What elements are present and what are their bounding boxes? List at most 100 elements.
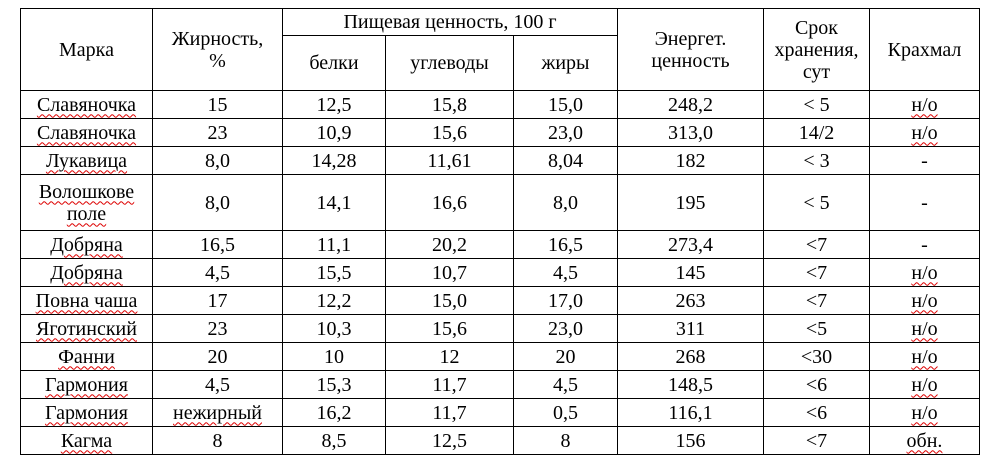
table-cell: 313,0 (617, 118, 764, 147)
cell-text: 15,8 (432, 93, 467, 116)
cell-text: Славяночка (36, 93, 137, 116)
cell-text: 268 (675, 345, 706, 368)
table-cell: 11,61 (385, 146, 514, 175)
cell-text: - (921, 149, 928, 172)
table-cell: 268 (617, 342, 764, 371)
cell-text: 11,1 (316, 233, 352, 256)
cell-text: Добряна (50, 233, 123, 256)
table-row: Славяночка 15 12,5 15,8 15,0 248,2 < 5 н/о (20, 90, 980, 119)
cell-text: 10 (324, 345, 344, 368)
table-row: Кагма 8 8,5 12,5 8 156 <7 обн. (20, 426, 980, 455)
table-cell: 15,3 (282, 370, 386, 399)
cell-text: 15,0 (548, 93, 583, 116)
table-cell: нежирный (152, 398, 283, 427)
cell-text: 8 (212, 429, 223, 452)
table-cell: 182 (617, 146, 764, 175)
cell-text: н/о (911, 289, 938, 312)
table-cell: 11,7 (385, 370, 514, 399)
table-cell: 23 (152, 314, 283, 343)
table-cell: Повна чаша (20, 286, 153, 315)
table-cell: Добряна (20, 230, 153, 259)
table-cell: н/о (869, 118, 980, 147)
table-cell: <7 (763, 426, 870, 455)
table-cell: <7 (763, 258, 870, 287)
cell-text: 8,5 (321, 429, 347, 452)
table-cell: 23,0 (513, 118, 618, 147)
table-cell: - (869, 146, 980, 175)
cell-text: <6 (805, 401, 828, 424)
cell-text: 273,4 (668, 233, 713, 256)
cell-text: 12,5 (316, 93, 352, 116)
cell-text: 8 (560, 429, 571, 452)
table-cell: 8 (513, 426, 618, 455)
table-row: Фанни 20 10 12 20 268 <30 н/о (20, 342, 980, 371)
table-row: Лукавица 8,0 14,28 11,61 8,04 182 < 3 - (20, 146, 980, 175)
table-cell: 145 (617, 258, 764, 287)
table-cell: - (869, 230, 980, 259)
cell-text: <7 (805, 261, 828, 284)
table-cell: н/о (869, 370, 980, 399)
cell-text: 4,5 (205, 261, 230, 284)
table-cell: <6 (763, 398, 870, 427)
cell-text: Добряна (50, 261, 123, 284)
table-cell: н/о (869, 90, 980, 119)
table-cell: н/о (869, 286, 980, 315)
cell-text: 8,0 (205, 149, 230, 172)
cell-text: 12,5 (432, 429, 467, 452)
header-cell: Срок хранения, сут (763, 8, 870, 91)
cell-text: 16,5 (548, 233, 583, 256)
cell-text: 248,2 (668, 93, 713, 116)
table-cell: 14/2 (763, 118, 870, 147)
table-cell: 15,0 (385, 286, 514, 315)
cell-text: н/о (911, 93, 938, 116)
header-text: Срок хранения, сут (774, 16, 859, 83)
cell-text: 263 (675, 289, 706, 312)
table-cell: Славяночка (20, 90, 153, 119)
table-cell: Яготинский (20, 314, 153, 343)
cell-text: 148,5 (668, 373, 713, 396)
table-cell: <30 (763, 342, 870, 371)
table-cell: - (869, 174, 980, 231)
table-cell: 8,0 (513, 174, 618, 231)
cell-text: 11,7 (432, 373, 467, 396)
table-cell: 16,5 (513, 230, 618, 259)
cell-text: 313,0 (668, 121, 713, 144)
table-cell: < 5 (763, 90, 870, 119)
cell-text: Кагма (60, 429, 113, 452)
table-cell: н/о (869, 398, 980, 427)
cell-text: 10,9 (316, 121, 352, 144)
table-cell: 8 (152, 426, 283, 455)
cell-text: 311 (675, 317, 706, 340)
header-cell: жиры (513, 35, 618, 91)
cell-text: н/о (911, 317, 938, 340)
cell-text: < 3 (803, 149, 830, 172)
cell-text: 23 (207, 121, 228, 144)
cell-text: 4,5 (205, 373, 230, 396)
cell-text: 10,7 (432, 261, 467, 284)
table-cell: 11,7 (385, 398, 514, 427)
table-cell: 195 (617, 174, 764, 231)
header-cell: Энергет. ценность (617, 8, 764, 91)
table-cell: н/о (869, 258, 980, 287)
table-cell: 16,5 (152, 230, 283, 259)
table-cell: н/о (869, 314, 980, 343)
cell-text: Лукавица (45, 149, 128, 172)
table-cell: н/о (869, 342, 980, 371)
table-cell: 12,2 (282, 286, 386, 315)
table-cell: 15,6 (385, 314, 514, 343)
cell-text: Гармония (45, 373, 128, 396)
table-cell: 16,2 (282, 398, 386, 427)
cell-text: 20 (555, 345, 576, 368)
table-row: Повна чаша 17 12,2 15,0 17,0 263 <7 н/о (20, 286, 980, 315)
table-cell: 17,0 (513, 286, 618, 315)
cell-text: Волошкове поле (38, 180, 135, 225)
table-cell: 8,0 (152, 174, 283, 231)
cell-text: 23,0 (548, 121, 583, 144)
cell-text: обн. (906, 429, 943, 452)
cell-text: 17,0 (548, 289, 583, 312)
cell-text: <7 (805, 233, 828, 256)
table-cell: 11,1 (282, 230, 386, 259)
table-cell: <5 (763, 314, 870, 343)
table-cell: 156 (617, 426, 764, 455)
table-cell: <6 (763, 370, 870, 399)
